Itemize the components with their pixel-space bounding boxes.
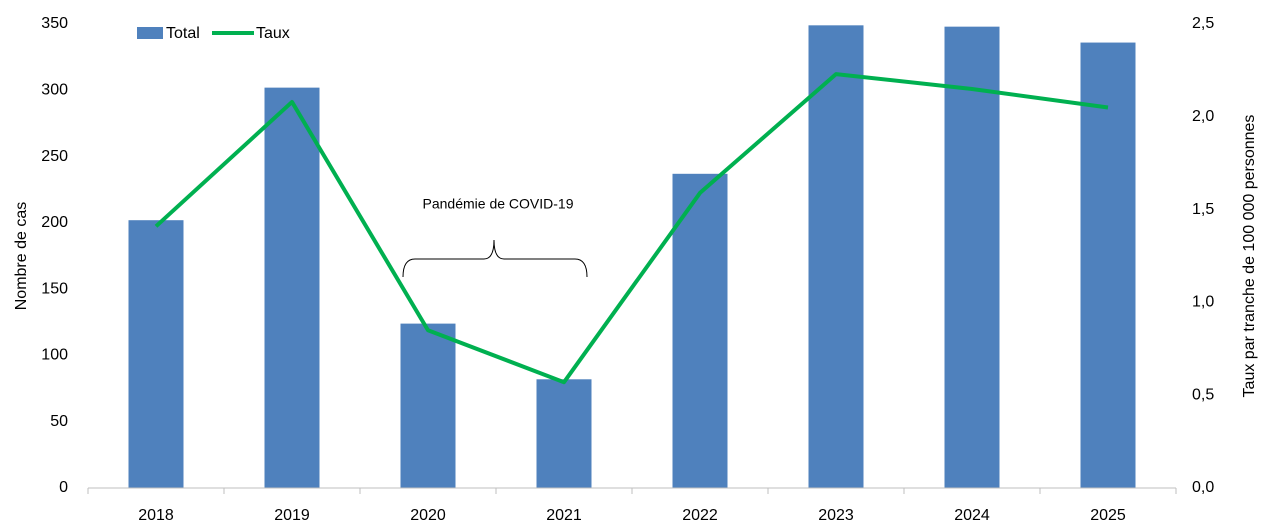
y-tick-label: 300 xyxy=(41,82,68,99)
brace xyxy=(402,239,588,278)
y2-tick-label: 1,5 xyxy=(1192,201,1214,218)
y-tick-label: 350 xyxy=(41,15,68,32)
x-tick-label: 2023 xyxy=(818,507,854,524)
bar xyxy=(264,87,320,489)
bar xyxy=(944,26,1000,488)
y2-tick-label: 2,0 xyxy=(1192,108,1214,125)
bar xyxy=(1080,42,1136,489)
x-tick-label: 2021 xyxy=(546,507,582,524)
line xyxy=(154,72,1109,385)
legend-label: Total xyxy=(166,25,200,42)
bar xyxy=(400,323,456,488)
y-tick-label: 200 xyxy=(41,214,68,231)
y2-tick-label: 2,5 xyxy=(1192,15,1214,32)
y-tick-label: 150 xyxy=(41,280,68,297)
y2-axis-title: Taux par tranche de 100 000 personnes xyxy=(1241,115,1258,398)
y-axis-title: Nombre de cas xyxy=(13,202,30,311)
legend-swatch xyxy=(137,27,163,39)
x-tick-label: 2018 xyxy=(138,507,174,524)
bar xyxy=(536,379,592,488)
y2-tick-label: 0,0 xyxy=(1192,479,1214,496)
x-tick-label: 2022 xyxy=(682,507,718,524)
x-tick-label: 2020 xyxy=(410,507,446,524)
y-tick-label: 0 xyxy=(59,479,68,496)
y2-tick-label: 0,5 xyxy=(1192,386,1214,403)
bar xyxy=(128,220,184,488)
bar xyxy=(808,25,864,488)
legend-label: Taux xyxy=(256,25,290,42)
y-tick-label: 50 xyxy=(50,413,68,430)
x-tick-label: 2025 xyxy=(1090,507,1126,524)
y-tick-label: 250 xyxy=(41,148,68,165)
x-tick-label: 2024 xyxy=(954,507,990,524)
bar xyxy=(672,173,728,488)
y-tick-label: 100 xyxy=(41,347,68,364)
annotation: Pandémie de COVID-19 xyxy=(423,196,574,212)
y2-tick-label: 1,0 xyxy=(1192,294,1214,311)
x-tick-label: 2019 xyxy=(274,507,310,524)
